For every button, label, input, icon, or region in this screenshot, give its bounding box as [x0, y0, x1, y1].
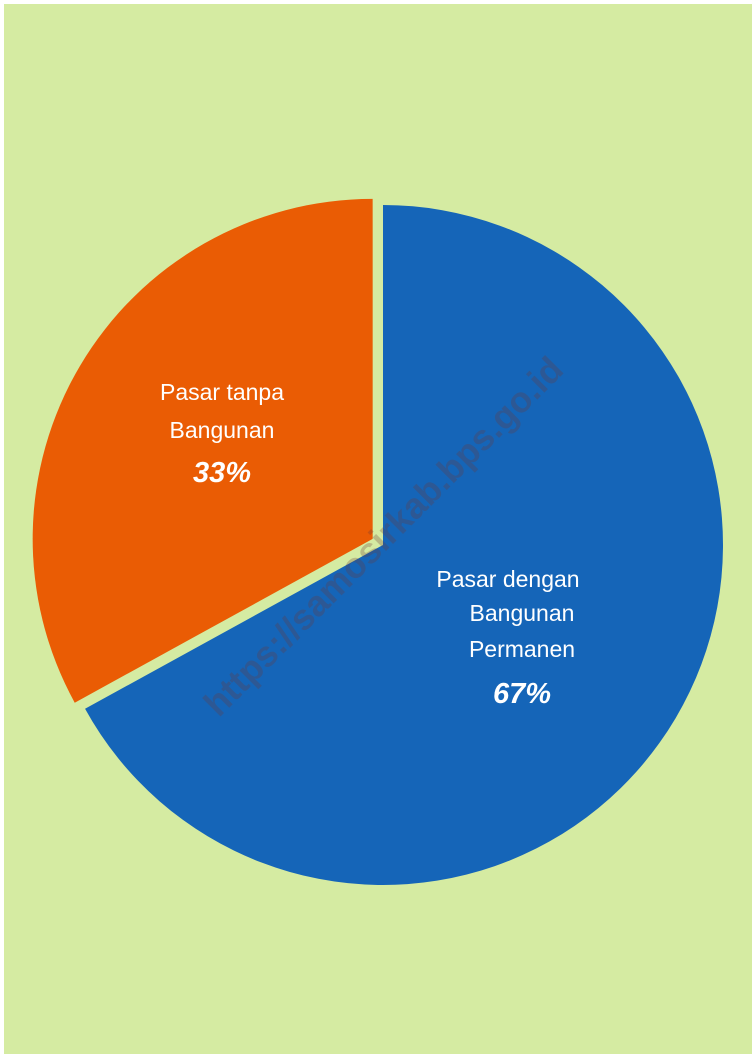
slice-label-permanen-line-2: Bangunan	[470, 600, 575, 626]
slice-value-tanpa: 33%	[193, 457, 251, 489]
slice-label-tanpa-line-2: Bangunan	[170, 417, 275, 443]
pie-slice-permanen	[85, 205, 723, 886]
pie-labels: Pasar dengan Bangunan Permanen 67% Pasar…	[160, 379, 580, 710]
slice-label-tanpa-line-1: Pasar tanpa	[160, 379, 284, 405]
pie-slices	[32, 198, 723, 886]
slice-label-permanen-line-3: Permanen	[469, 636, 575, 662]
slice-label-permanen-line-1: Pasar dengan	[436, 566, 579, 592]
pie-slice-tanpa	[32, 198, 373, 703]
slice-value-permanen: 67%	[493, 678, 551, 710]
